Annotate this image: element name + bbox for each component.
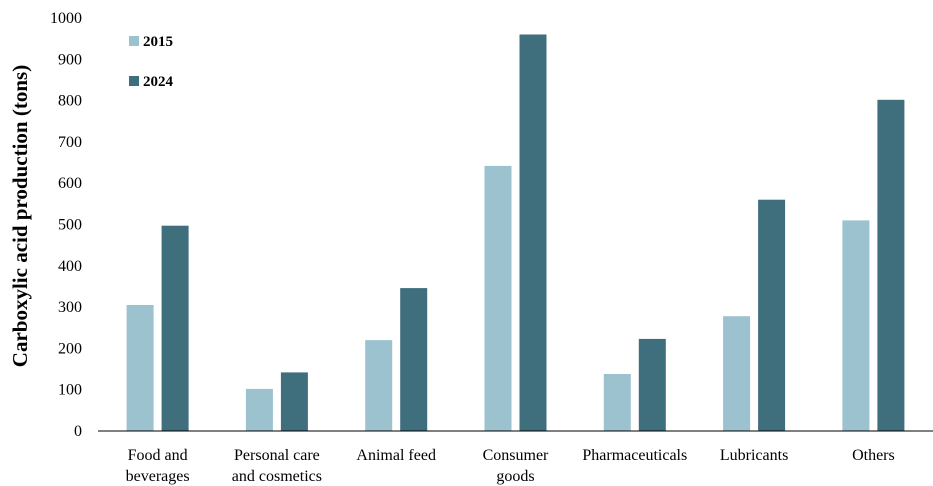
x-tick-label: beverages [126, 468, 190, 485]
x-tick-label: and cosmetics [232, 468, 322, 485]
y-tick-label: 900 [58, 51, 82, 68]
x-tick-label: Pharmaceuticals [582, 447, 687, 464]
legend: 2015 2024 [129, 34, 174, 90]
bar-2024 [400, 288, 428, 431]
legend-label: 2024 [143, 74, 174, 90]
y-tick-label: 300 [58, 299, 82, 316]
x-tick-label: Animal feed [356, 447, 436, 464]
x-tick-label: Personal care [234, 447, 320, 464]
bar-2024 [519, 34, 547, 431]
bar-2024 [638, 338, 666, 431]
x-tick-label: Lubricants [720, 447, 788, 464]
bar-2024 [161, 225, 189, 431]
bar-2015 [603, 374, 631, 431]
y-tick-label: 100 [58, 382, 82, 399]
x-tick-label: Food and [128, 447, 188, 464]
bar-2015 [842, 220, 870, 431]
bar-2024 [280, 372, 308, 431]
y-tick-label: 200 [58, 340, 82, 357]
bar-2024 [758, 199, 786, 431]
x-tick-label: Others [852, 447, 895, 464]
y-tick-label: 0 [74, 423, 82, 440]
x-tick-label: goods [496, 468, 534, 485]
bar-2015 [723, 316, 751, 431]
x-tick-label: Consumer [483, 447, 549, 464]
y-tick-label: 600 [58, 175, 82, 192]
y-tick-label: 500 [58, 217, 82, 234]
y-axis-title: Carboxylic acid production (tons) [8, 65, 32, 367]
bar-2015 [365, 340, 393, 431]
y-tick-label: 700 [58, 134, 82, 151]
bar-2015 [245, 388, 273, 431]
bar-2015 [484, 165, 512, 431]
legend-swatch-2024 [129, 76, 139, 86]
legend-swatch-2015 [129, 36, 139, 46]
x-axis-labels: Food and beverages Personal care and cosmet… [126, 447, 895, 485]
legend-label: 2015 [143, 34, 173, 50]
y-tick-label: 400 [58, 258, 82, 275]
bar-2015 [126, 305, 154, 431]
bar-2024 [877, 99, 905, 432]
y-axis-ticks: 0 100 200 300 400 500 600 700 800 900 1000 [50, 10, 82, 440]
y-tick-label: 800 [58, 93, 82, 110]
y-tick-label: 1000 [50, 10, 82, 27]
bars [126, 34, 905, 432]
